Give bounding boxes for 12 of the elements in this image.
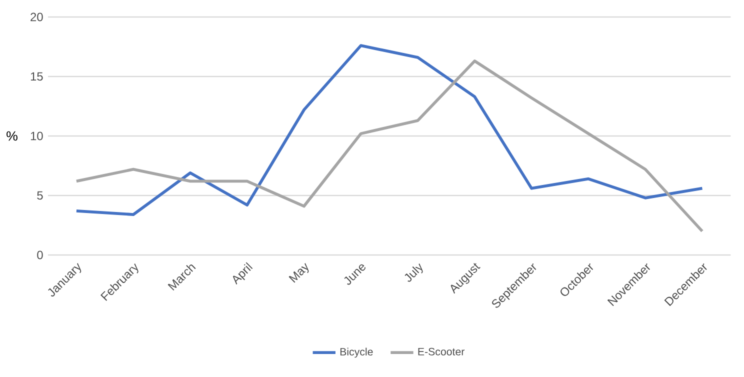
y-tick-label: 15 — [30, 72, 43, 81]
y-tick-label: 5 — [37, 191, 43, 200]
y-tick-label: 10 — [30, 132, 43, 140]
x-tick-label: July — [404, 263, 423, 282]
y-tick-label: 20 — [30, 12, 43, 22]
y-axis-title: % — [6, 131, 18, 141]
legend-label: E-Scooter — [418, 348, 464, 356]
line-series — [74, 44, 704, 216]
line-series — [74, 60, 704, 233]
x-tick-label: May — [288, 263, 309, 283]
y-tick-label: 0 — [37, 250, 43, 260]
legend-label: Bicycle — [340, 348, 373, 358]
